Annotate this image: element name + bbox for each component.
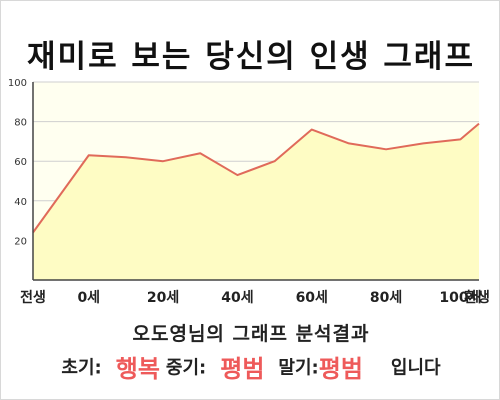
y-tick-label: 80: [14, 118, 27, 129]
y-tick-label: 100: [8, 78, 27, 89]
result-suffix: 입니다: [390, 357, 441, 379]
y-tick-label: 40: [14, 197, 27, 208]
y-tick-label: 60: [14, 157, 27, 168]
mid-value: 평범: [220, 355, 265, 383]
late-label: 말기:: [278, 357, 319, 379]
analysis-subtitle: 오도영님의 그래프 분석결과: [132, 323, 370, 345]
early-value: 행복: [115, 355, 160, 383]
x-tick-label: 80세: [370, 290, 402, 306]
analysis-result: 초기: 행복 중기: 평범 말기:평범 입니다: [1, 349, 500, 384]
x-tick-label: 0세: [77, 290, 100, 306]
y-tick-label: 20: [14, 236, 27, 247]
x-tick-label: 전생: [20, 289, 46, 306]
x-tick-label: 20세: [147, 290, 179, 306]
x-tick-label: 100세: [439, 290, 481, 306]
early-label: 초기:: [61, 357, 102, 379]
x-tick-label: 60세: [296, 290, 328, 306]
series-line: [32, 122, 480, 234]
page-title: 재미로 보는 당신의 인생 그래프: [27, 39, 475, 75]
life-graph-chart: 20 40 60 80 100 전생 0세 20세 40세 60세 80세 100세 환생: [1, 73, 500, 313]
mid-label: 중기:: [165, 357, 207, 379]
series-area: [33, 123, 479, 280]
x-tick-label: 40세: [221, 290, 253, 306]
late-value: 평범: [318, 355, 363, 383]
x-tick-label: 환생: [464, 289, 490, 306]
